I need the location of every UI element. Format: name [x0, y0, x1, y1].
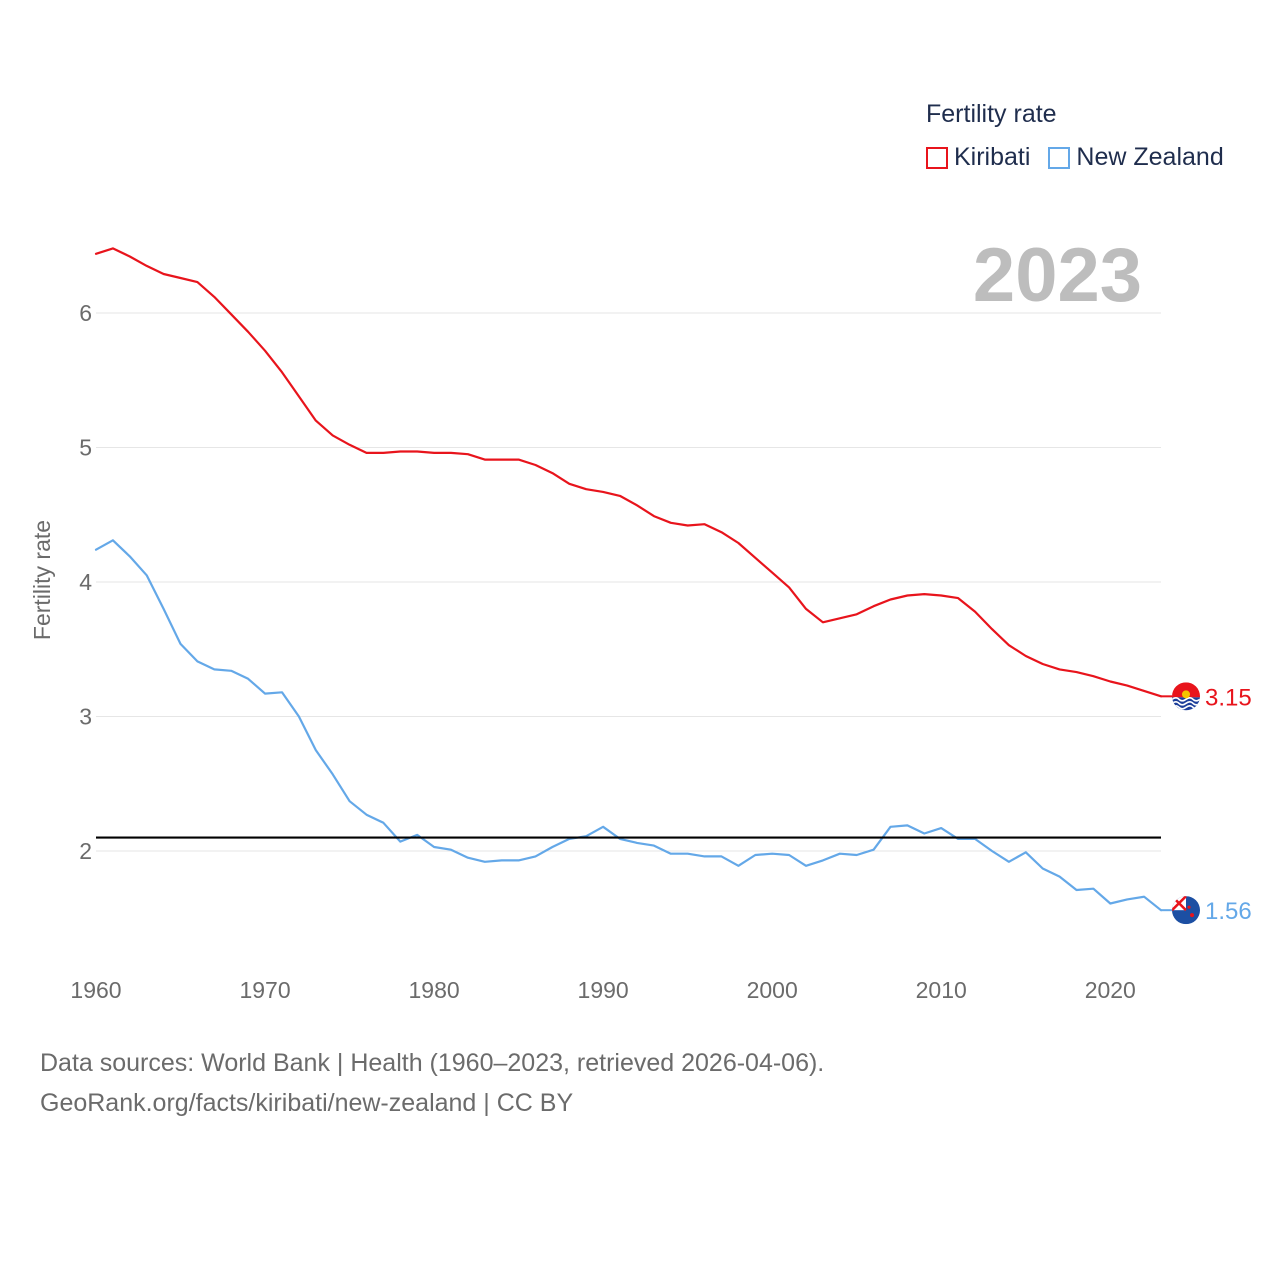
y-tick-label: 2 [79, 838, 92, 864]
legend-swatch-kiribati [926, 146, 948, 169]
x-tick-label: 2020 [1085, 977, 1136, 1003]
legend-label-new-zealand: New Zealand [1076, 143, 1224, 171]
y-tick-label: 6 [79, 300, 92, 326]
flag-kiribati-icon [1172, 682, 1200, 711]
legend-label-kiribati: Kiribati [954, 143, 1031, 171]
year-watermark: 2023 [972, 233, 1142, 318]
y-tick-label: 5 [79, 435, 92, 461]
gridlines [96, 312, 1161, 852]
footer-link[interactable]: GeoRank.org/facts/kiribati/new-zealand |… [40, 1089, 574, 1117]
x-tick-label: 1960 [70, 977, 121, 1003]
series-lines [94, 247, 1163, 912]
end-value-label-kiribati: 3.15 [1205, 684, 1252, 711]
footer: Data sources: World Bank | Health (1960–… [40, 1043, 824, 1123]
end-markers: 3.15 1.56 [1161, 682, 1252, 925]
series-line-new-zealand[interactable] [94, 539, 1163, 912]
y-tick-label: 4 [79, 569, 92, 595]
flag-new-zealand-icon [1172, 896, 1200, 925]
legend-item-kiribati[interactable]: Kiribati [926, 143, 1030, 172]
x-tick-label: 1990 [578, 977, 629, 1003]
footer-source: Data sources: World Bank | Health (1960–… [40, 1049, 825, 1077]
legend-item-new-zealand[interactable]: New Zealand [1048, 143, 1224, 172]
x-tick-label: 2010 [916, 977, 967, 1003]
series-line-kiribati[interactable] [94, 247, 1163, 698]
end-value-label-new-zealand: 1.56 [1205, 898, 1252, 925]
y-axis-label: Fertility rate [29, 520, 55, 640]
x-tick-label: 1980 [409, 977, 460, 1003]
legend: Kiribati New Zealand [926, 143, 1242, 172]
y-tick-labels: 2 3 4 5 6 [79, 300, 92, 864]
y-tick-label: 3 [79, 704, 92, 730]
x-tick-label: 2000 [747, 977, 798, 1003]
legend-swatch-new-zealand [1048, 146, 1071, 169]
x-tick-label: 1970 [239, 977, 290, 1003]
x-tick-labels: 1960 1970 1980 1990 2000 2010 2020 [70, 977, 1135, 1003]
legend-title: Fertility rate [926, 100, 1057, 128]
